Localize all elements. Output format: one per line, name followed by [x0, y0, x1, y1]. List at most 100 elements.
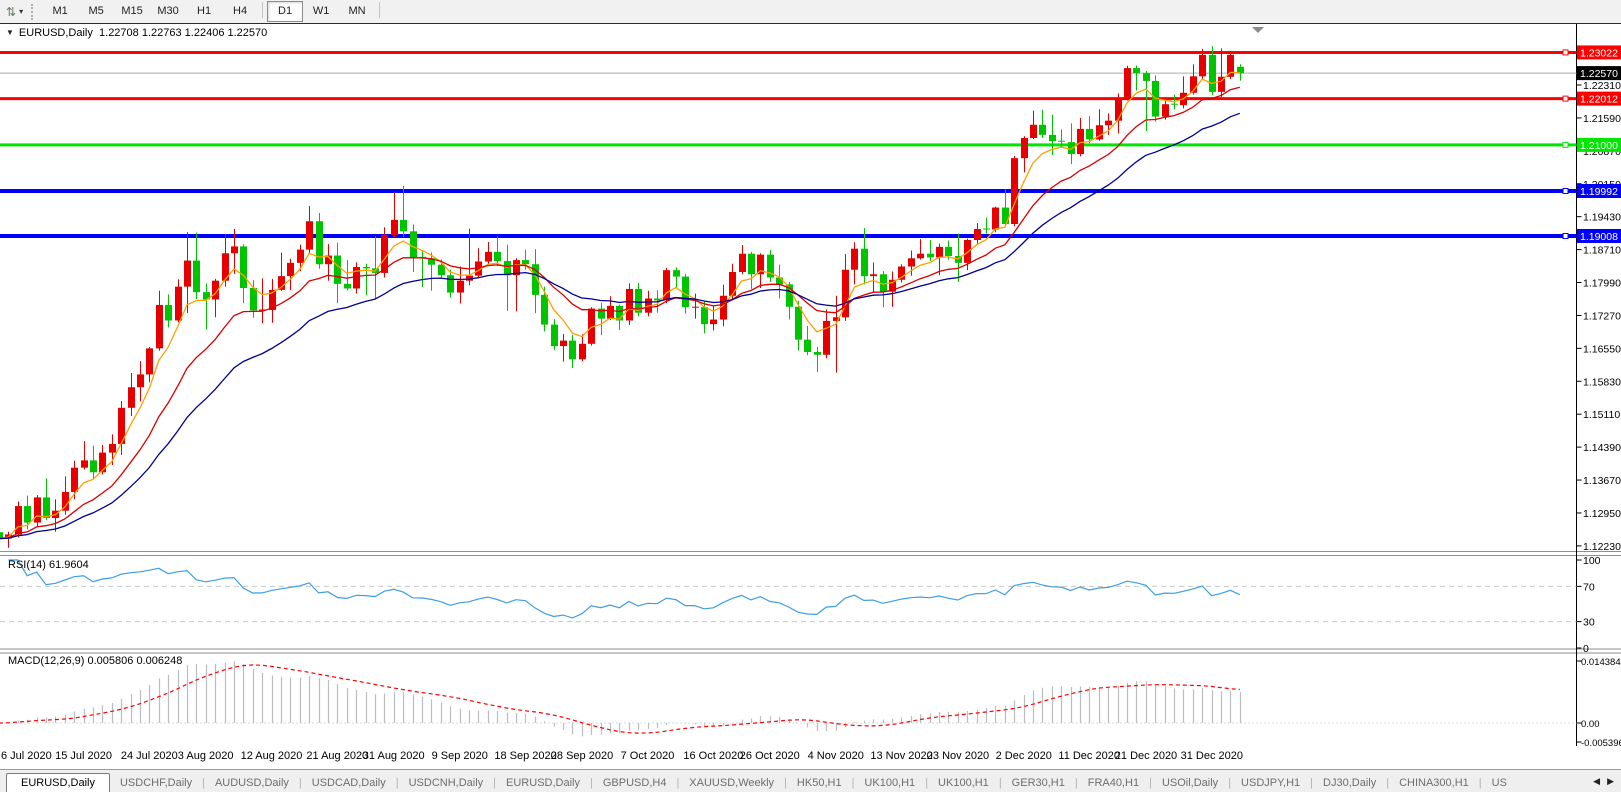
timeframe-button-h1[interactable]: H1	[197, 5, 212, 17]
date-tick-label: 26 Oct 2020	[739, 750, 800, 762]
macd-axis-label: -0.005396	[1581, 738, 1621, 749]
date-tick-label: 28 Sep 2020	[550, 750, 614, 762]
tab-separator: |	[784, 777, 787, 789]
chart-tab-usdcad-daily[interactable]: USDCAD,Daily	[311, 777, 386, 789]
price-chip-label: 1.21000	[1580, 140, 1618, 152]
tab-separator: |	[1310, 777, 1314, 789]
chart-tab-dj30-daily[interactable]: DJ30,Daily	[1323, 777, 1377, 789]
ma-ema13	[0, 86, 1240, 540]
hline-handle[interactable]	[1562, 95, 1569, 102]
price-tick-label: 1.15110	[1583, 409, 1620, 421]
main-price-panel	[0, 46, 1577, 548]
price-chip	[1577, 228, 1621, 243]
tab-separator: |	[1074, 777, 1078, 789]
date-tick-label: 21 Aug 2020	[306, 750, 369, 762]
price-tick-label: 1.15830	[1583, 376, 1621, 388]
chart-tab-usoil-daily[interactable]: USOil,Daily	[1161, 777, 1219, 789]
rsi-indicator-label: RSI(14) 61.9604	[8, 559, 89, 571]
price-tick-label: 1.12230	[1583, 541, 1621, 553]
tab-separator: |	[493, 777, 497, 789]
date-tick-label: 9 Sep 2020	[431, 750, 488, 762]
tab-separator: |	[1386, 777, 1390, 789]
toolbar-grip[interactable]	[31, 3, 36, 20]
tab-separator: |	[1478, 777, 1482, 789]
macd-axis-label: 0.014384	[1581, 657, 1621, 668]
chart-tab-audusd-daily[interactable]: AUDUSD,Daily	[214, 777, 289, 789]
timeframe-button-m30[interactable]: M30	[157, 5, 179, 17]
chart-tab-uk100-h1[interactable]: UK100,H1	[864, 777, 916, 789]
price-tick-label: 1.22310	[1583, 80, 1621, 92]
rsi-axis-label: 30	[1583, 617, 1595, 629]
chart-tab-eurusd-daily[interactable]: EURUSD,Daily	[6, 773, 110, 792]
chart-tab-uk100-h1[interactable]: UK100,H1	[938, 777, 989, 789]
timeframe-button-h4[interactable]: H4	[233, 5, 248, 17]
price-tick-label: 1.16550	[1583, 343, 1621, 355]
date-tick-label: 11 Dec 2020	[1058, 750, 1120, 762]
timeframe-button-d1[interactable]: D1	[267, 1, 304, 22]
date-tick-label: 31 Dec 2020	[1180, 750, 1243, 762]
chart-tab-usdcnh-daily[interactable]: USDCNH,Daily	[408, 777, 484, 789]
chart-tab-gbpusd-h4[interactable]: GBPUSD,H4	[602, 777, 667, 789]
chart-tab-usdjpy-h1[interactable]: USDJPY,H1	[1241, 777, 1301, 789]
chart-shift-marker[interactable]	[1252, 27, 1264, 33]
chart-tabs-bar: EURUSD,Daily USDCHF,Daily | AUDUSD,Daily | US…	[0, 769, 1621, 792]
tab-separator: |	[998, 777, 1002, 789]
chart-ohlc-overlay: ▼ EURUSD,Daily 1.22708 1.22763 1.22406 1.…	[6, 27, 267, 39]
rsi-axis-label: 100	[1583, 555, 1601, 567]
tab-separator: |	[590, 777, 593, 789]
date-tick-label: 31 Aug 2020	[362, 750, 425, 762]
macd-panel	[0, 661, 1577, 737]
candles	[0, 46, 1244, 548]
macd-axis-label: 0.00	[1581, 719, 1600, 730]
date-axis[interactable]: 6 Jul 2020 15 Jul 2020 24 Jul 2020 3 Aug 20…	[0, 746, 1621, 769]
tab-scroll-left-button[interactable]: ◀	[1593, 776, 1601, 786]
hline-handle[interactable]	[1562, 141, 1569, 148]
chart-canvas[interactable]: 1.223101.215901.208701.201501.194301.187…	[0, 23, 1621, 769]
bar-high-value: 1.22763	[141, 27, 182, 39]
timeframe-button-m15[interactable]: M15	[121, 5, 143, 17]
bid-price-chip-label: 1.22570	[1580, 68, 1618, 80]
timeframe-button-m5[interactable]: M5	[88, 5, 104, 17]
rsi-panel	[0, 559, 1577, 623]
chart-tab-us[interactable]: US	[1491, 777, 1507, 789]
price-chip	[1577, 137, 1621, 152]
arrows-tool-icon[interactable]: ⇅	[6, 4, 17, 19]
date-tick-label: 18 Sep 2020	[494, 750, 557, 762]
price-tick-label: 1.19430	[1583, 212, 1621, 224]
price-chip-label: 1.23022	[1580, 47, 1618, 59]
bid-price-chip	[1577, 66, 1621, 81]
chart-tab-ger30-h1[interactable]: GER30,H1	[1011, 777, 1065, 789]
price-tick-label: 1.13670	[1583, 475, 1621, 487]
hline-handle[interactable]	[1562, 187, 1569, 194]
tab-scroll-right-button[interactable]: ▶	[1607, 776, 1614, 786]
chart-tab-xauusd-weekly[interactable]: XAUUSD,Weekly	[689, 777, 775, 789]
timeframe-button-m1[interactable]: M1	[52, 5, 68, 17]
date-tick-label: 12 Aug 2020	[240, 750, 303, 762]
hline-handle[interactable]	[1562, 49, 1569, 56]
chart-tab-hk50-h1[interactable]: HK50,H1	[796, 777, 842, 789]
chart-tab-china300-h1[interactable]: CHINA300,H1	[1399, 777, 1469, 789]
date-tick-label: 2 Dec 2020	[995, 750, 1052, 762]
tab-separator: |	[851, 777, 855, 789]
date-tick-label: 13 Nov 2020	[870, 750, 933, 762]
price-chip	[1577, 45, 1621, 60]
chart-tab-eurusd-daily[interactable]: EURUSD,Daily	[506, 777, 580, 789]
price-chip	[1577, 91, 1621, 106]
price-tick-label: 1.14390	[1583, 442, 1621, 454]
price-chip-label: 1.19992	[1580, 186, 1618, 198]
timeframe-button-w1[interactable]: W1	[312, 5, 330, 17]
ma-ema5	[0, 71, 1240, 540]
dropdown-caret-icon[interactable]: ▾	[19, 7, 24, 16]
timeframe-button-mn[interactable]: MN	[348, 5, 366, 17]
tab-separator: |	[1149, 777, 1152, 789]
price-tick-label: 1.17270	[1583, 310, 1621, 322]
macd-main-value: 0.005806	[87, 655, 134, 667]
date-tick-label: 16 Oct 2020	[683, 750, 744, 762]
tab-separator: |	[202, 777, 205, 789]
one-click-trading-toggle[interactable]: ▼	[6, 28, 14, 37]
hline-handle[interactable]	[1562, 232, 1569, 239]
date-tick-label: 23 Nov 2020	[926, 750, 990, 762]
chart-tab-usdchf-daily[interactable]: USDCHF,Daily	[119, 777, 193, 789]
chart-tab-fra40-h1[interactable]: FRA40,H1	[1087, 777, 1140, 789]
